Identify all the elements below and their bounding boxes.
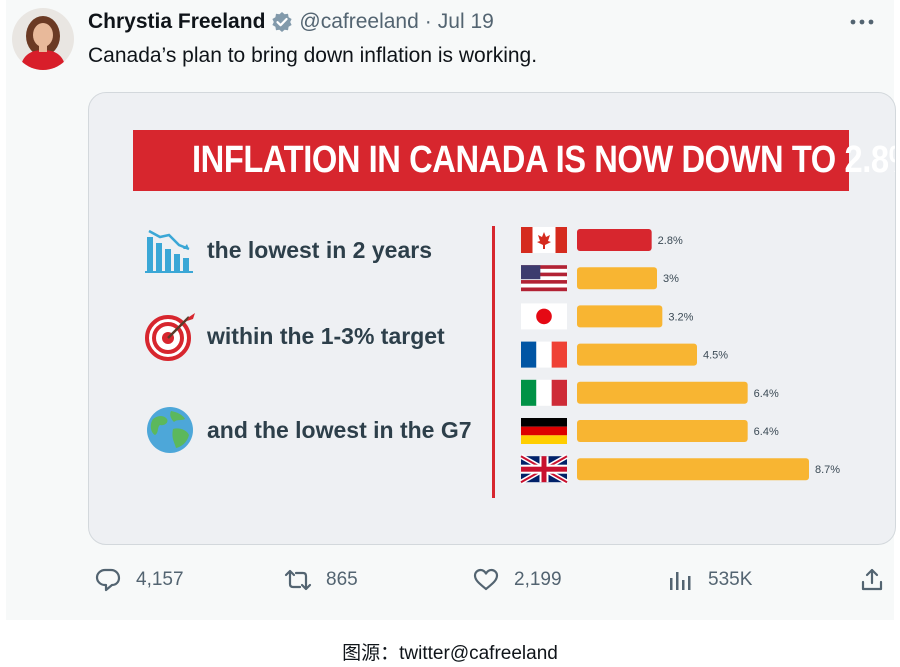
inflation-bar-chart: 2.8% 3% 3.2% 4.5% 6.4% 6.4% 8.7%	[519, 223, 889, 493]
bar-value-label: 2.8%	[658, 235, 683, 247]
uk-flag	[519, 454, 569, 485]
infographic-banner: INFLATION IN CANADA IS NOW DOWN TO 2.8%	[133, 130, 895, 191]
bar-uk	[577, 458, 809, 481]
fact-text: within the 1-3% target	[207, 322, 445, 349]
bar-japan	[577, 305, 663, 328]
target-icon	[143, 309, 197, 363]
fact-text: the lowest in 2 years	[207, 236, 432, 263]
header-separator: ·	[424, 10, 432, 33]
italy-flag	[521, 379, 567, 406]
analytics-bars-icon	[670, 572, 691, 590]
divider-line	[492, 226, 495, 498]
share-icon	[861, 568, 883, 591]
bar-value-label: 3.2%	[668, 311, 693, 323]
bar-value-label: 6.4%	[754, 388, 779, 400]
retweet-button[interactable]: 865	[284, 566, 358, 594]
usa-flag	[521, 265, 567, 292]
fact-item: the lowest in 2 years	[143, 223, 432, 277]
heart-icon	[473, 568, 499, 591]
bar-value-label: 8.7%	[815, 464, 840, 476]
japan-flag	[521, 303, 567, 330]
verified-badge-icon	[271, 11, 293, 33]
bar-value-label: 3%	[663, 273, 679, 285]
bar-france	[577, 343, 697, 366]
tweet-date[interactable]: Jul 19	[437, 10, 494, 33]
tweet-actions: 4,157 865 2,199 535K	[88, 566, 888, 596]
france-flag	[521, 341, 567, 368]
bar-usa	[577, 267, 657, 290]
bar-value-label: 6.4%	[754, 426, 779, 438]
declining-bars-icon	[143, 223, 197, 277]
germany-flag	[521, 418, 567, 444]
tweet-card[interactable]: Chrystia Freeland @cafreeland · Jul 19 C…	[6, 0, 896, 620]
fact-text: and the lowest in the G7	[207, 416, 472, 443]
bar-value-label: 4.5%	[703, 350, 728, 362]
bar-canada	[577, 229, 652, 251]
more-options-icon[interactable]	[848, 14, 876, 30]
retweet-count: 865	[326, 569, 358, 590]
like-count: 2,199	[514, 569, 562, 590]
fact-item: within the 1-3% target	[143, 309, 445, 363]
views-button[interactable]: 535K	[666, 566, 752, 594]
bar-italy	[577, 381, 748, 404]
author-name[interactable]: Chrystia Freeland	[88, 10, 266, 33]
infographic-image[interactable]: INFLATION IN CANADA IS NOW DOWN TO 2.8%	[88, 92, 896, 545]
tweet-header: Chrystia Freeland @cafreeland · Jul 19	[88, 10, 494, 34]
canada-flag	[521, 227, 567, 253]
view-count: 535K	[708, 569, 753, 590]
globe-icon	[143, 403, 197, 457]
like-button[interactable]: 2,199	[472, 566, 562, 594]
tweet-text: Canada’s plan to bring down inflation is…	[88, 44, 538, 67]
reply-count: 4,157	[136, 569, 184, 590]
fact-item: and the lowest in the G7	[143, 403, 472, 457]
avatar[interactable]	[12, 8, 74, 70]
reply-button[interactable]: 4,157	[94, 566, 184, 594]
author-handle[interactable]: @cafreeland	[299, 10, 419, 33]
reply-icon	[95, 568, 121, 592]
share-button[interactable]	[858, 566, 900, 594]
retweet-icon	[284, 569, 312, 591]
image-source-caption: 图源：twitter@cafreeland	[342, 643, 558, 664]
bar-germany	[577, 420, 748, 442]
